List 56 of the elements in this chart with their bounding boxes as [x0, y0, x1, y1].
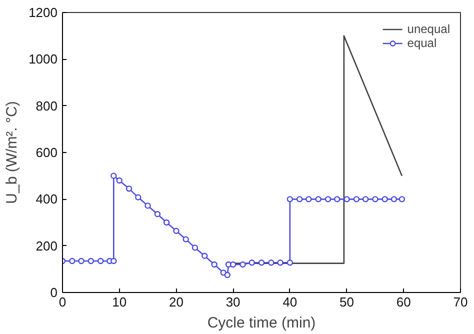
y-tick-label: 600 [36, 145, 58, 160]
point [78, 258, 84, 264]
y-tick-label: 400 [36, 192, 58, 207]
legend-label: equal [407, 36, 437, 50]
point [306, 196, 312, 202]
point [116, 177, 122, 184]
y-axis-title: U_b (W/m². °C) [4, 101, 21, 204]
point [154, 211, 161, 218]
y-tick-label: 800 [36, 98, 58, 114]
point [144, 202, 151, 209]
point [362, 196, 369, 202]
point [390, 196, 398, 202]
point [286, 196, 294, 202]
point [224, 272, 230, 278]
x-tick-label: 70 [453, 294, 468, 310]
point [398, 196, 406, 202]
point [315, 196, 322, 202]
point [230, 261, 236, 268]
point [97, 258, 104, 264]
point [173, 228, 180, 234]
point [182, 236, 189, 242]
point [110, 172, 117, 179]
point [163, 219, 170, 226]
x-tick-label: 10 [112, 294, 127, 310]
point [202, 252, 208, 259]
point [277, 260, 284, 266]
point [286, 260, 294, 266]
point [296, 196, 303, 202]
point [248, 260, 255, 266]
point [211, 261, 218, 268]
point [88, 258, 94, 264]
point [382, 196, 388, 202]
y-tick-label: 0 [50, 285, 58, 300]
point [135, 194, 142, 200]
x-tick-label: 30 [226, 294, 240, 310]
point [258, 260, 265, 266]
point [240, 261, 246, 268]
x-axis-title: Cycle time (min) [207, 314, 316, 332]
point [110, 258, 117, 264]
point [344, 196, 350, 202]
y-tick-label: 1200 [28, 5, 58, 20]
legend-label: unequal [407, 22, 450, 36]
x-tick-label: 20 [168, 294, 184, 310]
point [324, 196, 332, 202]
y-tick-label: 200 [36, 238, 58, 254]
y-tick-label: 1000 [28, 52, 58, 67]
x-tick-label: 50 [340, 294, 354, 310]
x-tick-label: 60 [396, 294, 411, 310]
point [372, 196, 378, 202]
point [268, 260, 274, 266]
point [334, 196, 340, 202]
point [353, 196, 360, 202]
point [69, 258, 76, 264]
point [126, 186, 132, 192]
x-tick-label: 40 [282, 294, 298, 310]
point [192, 244, 198, 251]
